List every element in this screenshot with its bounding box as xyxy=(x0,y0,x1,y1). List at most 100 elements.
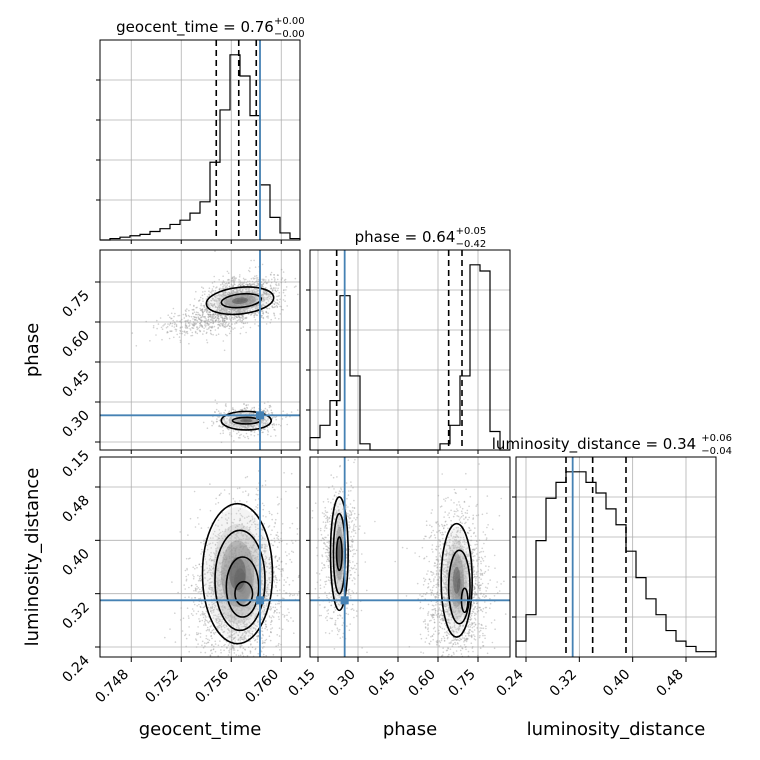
sample-point xyxy=(247,280,249,283)
sample-point xyxy=(237,308,240,311)
sample-point xyxy=(245,283,247,286)
sample-point xyxy=(215,300,218,303)
sample-point xyxy=(252,551,255,554)
sample-point xyxy=(221,281,224,284)
sample-point xyxy=(195,646,198,648)
sample-point xyxy=(262,303,265,306)
sample-point xyxy=(218,297,220,300)
sample-point xyxy=(228,300,231,303)
sample-point xyxy=(236,289,239,291)
sample-point xyxy=(131,332,134,334)
sample-point xyxy=(237,315,240,318)
sample-point xyxy=(201,314,204,317)
sample-point xyxy=(249,421,251,424)
sample-point xyxy=(228,291,231,294)
sample-point xyxy=(217,538,220,540)
sample-point xyxy=(260,612,263,614)
sample-point xyxy=(213,303,216,305)
sample-point xyxy=(212,313,215,316)
sample-point xyxy=(260,650,263,653)
sample-point xyxy=(215,334,218,337)
sample-point xyxy=(224,302,227,305)
sample-point xyxy=(255,297,258,299)
sample-point xyxy=(256,641,259,643)
sample-point xyxy=(239,303,242,306)
sample-point xyxy=(232,624,234,627)
sample-point xyxy=(267,312,270,315)
sample-point xyxy=(244,295,246,297)
sample-point xyxy=(234,556,237,558)
sample-point xyxy=(223,349,226,352)
sample-point xyxy=(236,309,239,312)
sample-point xyxy=(256,548,258,551)
sample-point xyxy=(261,640,264,642)
sample-point xyxy=(220,314,222,317)
sample-point xyxy=(261,637,263,639)
sample-point xyxy=(199,614,202,616)
sample-point xyxy=(245,534,248,537)
sample-point xyxy=(208,301,210,303)
sample-point xyxy=(214,321,216,323)
sample-point xyxy=(273,537,276,540)
sample-point xyxy=(214,250,216,252)
sample-point xyxy=(254,639,256,642)
sample-point xyxy=(263,550,266,552)
sample-point xyxy=(226,519,228,521)
sample-point xyxy=(252,283,254,285)
sample-point xyxy=(223,320,226,322)
sample-point xyxy=(280,278,283,281)
sample-point xyxy=(241,295,243,297)
sample-point xyxy=(229,304,231,307)
sample-point xyxy=(245,298,247,300)
sample-point xyxy=(222,275,224,278)
sample-point xyxy=(240,307,243,310)
sample-point xyxy=(255,493,258,496)
sample-point xyxy=(207,304,210,307)
sample-point xyxy=(224,322,227,325)
sample-point xyxy=(245,307,248,310)
sample-point xyxy=(239,420,241,423)
sample-point xyxy=(249,296,251,298)
sample-point xyxy=(199,591,201,593)
sample-point xyxy=(220,441,223,444)
sample-point xyxy=(256,298,259,300)
sample-point xyxy=(214,313,217,316)
sample-point xyxy=(229,417,231,419)
sample-point xyxy=(248,299,251,301)
sample-point xyxy=(213,633,216,635)
sample-point xyxy=(213,303,215,305)
sample-point xyxy=(234,315,237,318)
sample-point xyxy=(180,322,183,324)
sample-point xyxy=(223,326,225,328)
sample-point xyxy=(239,304,242,306)
sample-point xyxy=(221,317,224,320)
sample-point xyxy=(204,315,206,318)
sample-point xyxy=(227,303,230,306)
sample-point xyxy=(232,281,235,283)
sample-point xyxy=(229,421,232,424)
sample-point xyxy=(243,322,245,325)
sample-point xyxy=(214,305,217,308)
sample-point xyxy=(261,546,264,549)
sample-point xyxy=(239,542,241,545)
sample-point xyxy=(218,419,221,422)
sample-point xyxy=(229,318,232,321)
sample-point xyxy=(200,317,202,319)
sample-point xyxy=(272,653,275,656)
sample-point xyxy=(237,563,240,565)
sample-point xyxy=(285,289,287,291)
sample-point xyxy=(265,290,268,293)
sample-point xyxy=(191,331,194,334)
sample-point xyxy=(234,302,237,305)
sample-point xyxy=(207,621,210,624)
sample-point xyxy=(236,487,239,490)
sample-point xyxy=(212,290,215,292)
sample-point xyxy=(273,280,276,282)
sample-point xyxy=(239,420,241,423)
sample-point xyxy=(247,424,249,427)
sample-point xyxy=(265,423,267,425)
sample-point xyxy=(223,317,225,319)
sample-point xyxy=(191,326,193,329)
sample-point xyxy=(232,290,234,292)
sample-point xyxy=(274,429,276,431)
